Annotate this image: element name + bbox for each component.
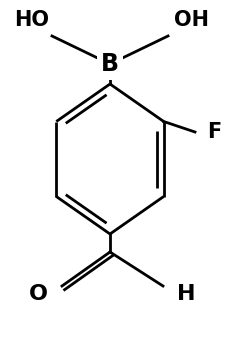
Text: H: H [176, 284, 195, 304]
Text: B: B [100, 52, 119, 76]
Text: O: O [28, 284, 47, 304]
Text: OH: OH [174, 10, 209, 30]
Text: F: F [206, 122, 220, 142]
Text: HO: HO [14, 10, 49, 30]
